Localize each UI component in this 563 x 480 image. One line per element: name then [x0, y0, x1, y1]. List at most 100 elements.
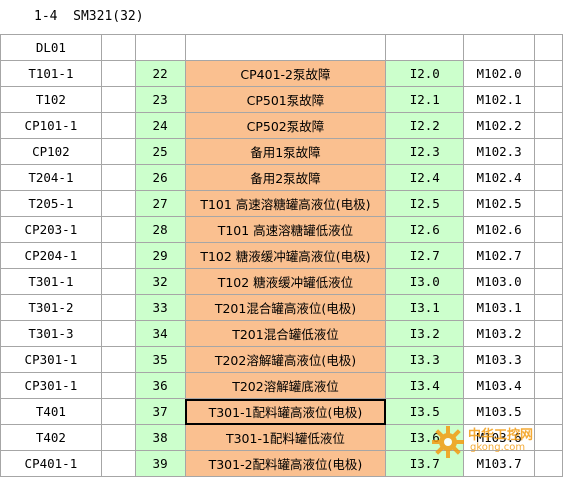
row-description-cell[interactable]: T301-1配料罐高液位(电极)	[184, 398, 387, 425]
row-description-cell[interactable]: T201混合罐高液位(电极)	[184, 294, 387, 321]
blank-cell[interactable]	[100, 242, 136, 269]
row-description-cell[interactable]: 备用1泵故障	[184, 138, 387, 165]
row-label-cell[interactable]: T101-1	[0, 60, 102, 87]
blank-cell[interactable]	[100, 268, 136, 295]
row-memory-address-cell[interactable]: M102.6	[463, 216, 536, 243]
row-description-cell[interactable]: T202溶解罐底液位	[184, 372, 387, 399]
row-number-cell[interactable]: 37	[134, 398, 186, 425]
row-input-address-cell[interactable]: I3.0	[385, 268, 465, 295]
row-description-cell[interactable]: T102 糖液缓冲罐低液位	[184, 268, 387, 295]
row-description-cell[interactable]: T301-2配料罐高液位(电极)	[184, 450, 387, 477]
blank-cell[interactable]	[100, 424, 136, 451]
blank-cell[interactable]	[100, 164, 136, 191]
row-empty-cell[interactable]	[534, 242, 563, 269]
header-cell-desc[interactable]	[184, 34, 387, 61]
blank-cell[interactable]	[100, 294, 136, 321]
row-memory-address-cell[interactable]: M102.7	[463, 242, 536, 269]
row-label-cell[interactable]: CP102	[0, 138, 102, 165]
row-label-cell[interactable]: T205-1	[0, 190, 102, 217]
row-empty-cell[interactable]	[534, 372, 563, 399]
row-number-cell[interactable]: 33	[134, 294, 186, 321]
blank-cell[interactable]	[100, 60, 136, 87]
row-input-address-cell[interactable]: I2.2	[385, 112, 465, 139]
row-label-cell[interactable]: T301-2	[0, 294, 102, 321]
row-empty-cell[interactable]	[534, 398, 563, 425]
row-description-cell[interactable]: CP502泵故障	[184, 112, 387, 139]
row-empty-cell[interactable]	[534, 138, 563, 165]
row-description-cell[interactable]: CP401-2泵故障	[184, 60, 387, 87]
row-description-cell[interactable]: T101 高速溶糖罐高液位(电极)	[184, 190, 387, 217]
row-label-cell[interactable]: CP203-1	[0, 216, 102, 243]
row-input-address-cell[interactable]: I3.7	[385, 450, 465, 477]
row-input-address-cell[interactable]: I2.7	[385, 242, 465, 269]
blank-cell[interactable]	[100, 398, 136, 425]
header-cell-io[interactable]	[385, 34, 465, 61]
row-description-cell[interactable]: T301-1配料罐低液位	[184, 424, 387, 451]
blank-cell[interactable]	[100, 320, 136, 347]
header-cell-end[interactable]	[534, 34, 563, 61]
row-number-cell[interactable]: 28	[134, 216, 186, 243]
row-memory-address-cell[interactable]: M103.4	[463, 372, 536, 399]
row-memory-address-cell[interactable]: M102.2	[463, 112, 536, 139]
header-cell-num[interactable]	[134, 34, 186, 61]
header-cell-m[interactable]	[463, 34, 536, 61]
blank-cell[interactable]	[100, 86, 136, 113]
blank-cell[interactable]	[100, 138, 136, 165]
row-empty-cell[interactable]	[534, 112, 563, 139]
row-label-cell[interactable]: CP101-1	[0, 112, 102, 139]
row-input-address-cell[interactable]: I3.3	[385, 346, 465, 373]
row-number-cell[interactable]: 38	[134, 424, 186, 451]
row-label-cell[interactable]: T402	[0, 424, 102, 451]
row-description-cell[interactable]: T101 高速溶糖罐低液位	[184, 216, 387, 243]
row-label-cell[interactable]: T401	[0, 398, 102, 425]
row-number-cell[interactable]: 24	[134, 112, 186, 139]
row-memory-address-cell[interactable]: M103.1	[463, 294, 536, 321]
row-empty-cell[interactable]	[534, 216, 563, 243]
row-description-cell[interactable]: 备用2泵故障	[184, 164, 387, 191]
row-label-cell[interactable]: T301-3	[0, 320, 102, 347]
row-input-address-cell[interactable]: I3.2	[385, 320, 465, 347]
blank-cell[interactable]	[100, 216, 136, 243]
row-memory-address-cell[interactable]: M102.0	[463, 60, 536, 87]
row-label-cell[interactable]: CP401-1	[0, 450, 102, 477]
row-label-cell[interactable]: T102	[0, 86, 102, 113]
row-empty-cell[interactable]	[534, 294, 563, 321]
row-label-cell[interactable]: CP301-1	[0, 372, 102, 399]
row-empty-cell[interactable]	[534, 164, 563, 191]
row-number-cell[interactable]: 35	[134, 346, 186, 373]
header-cell-label[interactable]: DL01	[0, 34, 102, 61]
row-empty-cell[interactable]	[534, 346, 563, 373]
row-input-address-cell[interactable]: I2.5	[385, 190, 465, 217]
row-empty-cell[interactable]	[534, 268, 563, 295]
row-label-cell[interactable]: T301-1	[0, 268, 102, 295]
row-input-address-cell[interactable]: I3.6	[385, 424, 465, 451]
blank-cell[interactable]	[100, 112, 136, 139]
row-input-address-cell[interactable]: I2.0	[385, 60, 465, 87]
row-label-cell[interactable]: T204-1	[0, 164, 102, 191]
row-number-cell[interactable]: 25	[134, 138, 186, 165]
row-memory-address-cell[interactable]: M102.4	[463, 164, 536, 191]
row-number-cell[interactable]: 29	[134, 242, 186, 269]
sheet-title[interactable]: 1-4 SM321(32)	[34, 9, 144, 24]
row-memory-address-cell[interactable]: M102.5	[463, 190, 536, 217]
row-label-cell[interactable]: CP301-1	[0, 346, 102, 373]
row-empty-cell[interactable]	[534, 86, 563, 113]
row-label-cell[interactable]: CP204-1	[0, 242, 102, 269]
row-description-cell[interactable]: T102 糖液缓冲罐高液位(电极)	[184, 242, 387, 269]
row-empty-cell[interactable]	[534, 60, 563, 87]
row-number-cell[interactable]: 39	[134, 450, 186, 477]
row-input-address-cell[interactable]: I2.6	[385, 216, 465, 243]
row-description-cell[interactable]: T202溶解罐高液位(电极)	[184, 346, 387, 373]
row-empty-cell[interactable]	[534, 450, 563, 477]
row-memory-address-cell[interactable]: M102.3	[463, 138, 536, 165]
row-memory-address-cell[interactable]: M103.3	[463, 346, 536, 373]
row-empty-cell[interactable]	[534, 424, 563, 451]
row-description-cell[interactable]: CP501泵故障	[184, 86, 387, 113]
row-number-cell[interactable]: 22	[134, 60, 186, 87]
blank-cell[interactable]	[100, 190, 136, 217]
row-memory-address-cell[interactable]: M103.2	[463, 320, 536, 347]
row-empty-cell[interactable]	[534, 320, 563, 347]
row-memory-address-cell[interactable]: M103.7	[463, 450, 536, 477]
row-memory-address-cell[interactable]: M103.5	[463, 398, 536, 425]
blank-cell[interactable]	[100, 450, 136, 477]
